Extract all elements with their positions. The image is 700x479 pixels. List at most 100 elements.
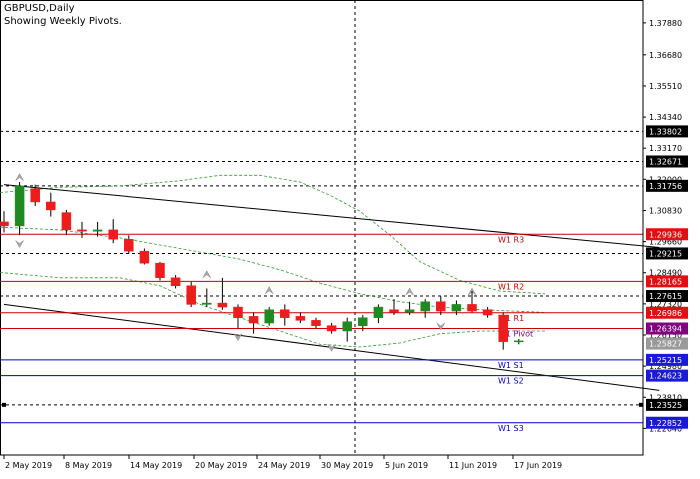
candle-body [436, 301, 446, 312]
candle-body [373, 306, 384, 318]
price-tick-label: 1.29660 [649, 238, 682, 247]
current-price-tag-box [646, 337, 688, 350]
pivot-label: W1 R3 [498, 235, 524, 244]
pivot-tag: 1.25215 [649, 356, 682, 365]
candle-body [389, 309, 399, 313]
candle-body [124, 238, 134, 252]
candle-body [342, 321, 352, 332]
level-tag: 1.31756 [649, 182, 682, 191]
candle-body [264, 309, 274, 324]
candle-body [280, 309, 290, 318]
price-tick-label: 1.27320 [649, 300, 682, 309]
candle-body [498, 314, 508, 342]
date-label: 11 Jun 2019 [449, 461, 497, 470]
price-tick-label: 1.28490 [649, 269, 682, 278]
middle-band-line [0, 226, 546, 313]
candle-body [30, 188, 40, 203]
price-tick-label: 1.35510 [649, 82, 682, 91]
pivot-tag-box [646, 228, 688, 241]
pivot-label: W1 Pivot [498, 330, 533, 339]
pivot-tag-box [646, 369, 688, 382]
candle-body [0, 221, 9, 227]
fractal-down-icon [327, 344, 336, 352]
level-tag-box [646, 290, 688, 303]
candle-body [482, 309, 493, 316]
candle-body [46, 201, 56, 211]
candle-body [186, 285, 196, 305]
price-tick-label: 1.24980 [649, 362, 682, 371]
candle-body [358, 317, 368, 326]
candle-body [92, 229, 103, 232]
pivot-tag: 1.26986 [649, 309, 682, 318]
upper-band-line [0, 174, 546, 295]
fractal-down-icon [436, 322, 446, 331]
candle-body [295, 316, 306, 321]
candle-body [514, 340, 524, 343]
right-marker [639, 402, 643, 407]
candle-body [77, 229, 87, 232]
level-tag-box [646, 125, 688, 138]
candle-body [451, 304, 462, 312]
candle-body [217, 302, 228, 308]
date-label: 20 May 2019 [195, 461, 247, 470]
pivot-tag-box [646, 322, 688, 335]
candle-body [170, 277, 181, 287]
date-label: 2 May 2019 [5, 461, 52, 470]
pivot-label: W1 S1 [498, 361, 524, 370]
level-tag-box [646, 179, 688, 192]
fractal-up-icon [15, 173, 24, 181]
pivot-label: W1 R2 [498, 282, 524, 291]
price-tick-label: 1.22640 [649, 424, 682, 433]
level-tag: 1.33802 [649, 127, 682, 136]
date-label: 17 Jun 2019 [514, 461, 562, 470]
candle-body [233, 306, 243, 318]
candle-body [14, 185, 25, 227]
candle-body [404, 309, 415, 313]
candle-body [139, 250, 150, 264]
date-label: 14 May 2019 [130, 461, 182, 470]
fractal-down-icon [15, 240, 24, 249]
candle-body [248, 316, 259, 324]
pivot-tag: 1.28165 [649, 277, 682, 286]
pivot-tag: 1.29936 [649, 230, 682, 239]
level-tag: 1.32671 [649, 157, 682, 166]
price-tick-label: 1.34340 [649, 113, 682, 122]
current-price-tag: 1.25827 [649, 340, 682, 349]
date-label: 30 May 2019 [321, 461, 373, 470]
level-tag-box [646, 398, 688, 411]
date-label: 8 May 2019 [65, 461, 112, 470]
pivot-label: W1 S2 [498, 377, 524, 386]
level-tag: 1.27615 [649, 292, 682, 301]
price-tick-label: 1.26150 [649, 331, 682, 340]
left-marker [2, 402, 6, 407]
level-tag-box [646, 155, 688, 168]
date-label: 5 Jun 2019 [385, 461, 428, 470]
pivot-tag-box [646, 275, 688, 288]
pivot-tag: 1.24623 [649, 372, 682, 381]
fractal-up-icon [405, 287, 414, 296]
price-tick-label: 1.36680 [649, 51, 682, 60]
level-tag: 1.29215 [649, 249, 682, 258]
candle-body [108, 229, 118, 240]
pivot-tag: 1.22852 [649, 419, 682, 428]
fractal-down-icon [233, 333, 243, 342]
date-label: 24 May 2019 [258, 461, 310, 470]
price-tick-label: 1.37880 [649, 19, 682, 28]
level-tag-box [646, 247, 688, 260]
fractal-up-icon [202, 270, 212, 278]
pivot-label: W1 S3 [498, 424, 524, 433]
candle-body [61, 212, 72, 231]
pivot-label: W1 R1 [498, 314, 524, 323]
candle-body [326, 325, 337, 332]
fractal-up-icon [264, 286, 274, 294]
pivot-tag: 1.26394 [649, 325, 682, 334]
plot-frame [0, 0, 644, 456]
candle-body [311, 320, 321, 326]
price-tick-label: 1.33170 [649, 144, 682, 153]
candle-body [420, 301, 430, 312]
candle-body [467, 304, 477, 312]
lower-band-line [0, 272, 545, 348]
price-tick-label: 1.23810 [649, 393, 682, 402]
